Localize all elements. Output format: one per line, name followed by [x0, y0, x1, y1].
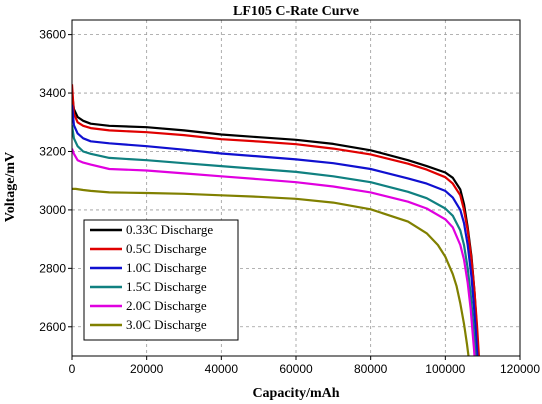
legend: 0.33C Discharge 0.5C Discharge 1.0C Discha…: [83, 219, 239, 341]
legend-box: [83, 219, 239, 341]
y-axis-label: Voltage/mV: [3, 152, 18, 222]
x-tick-label: 80000: [354, 362, 388, 376]
x-axis-label: Capacity/mAh: [252, 386, 339, 401]
legend-label: 1.5C Discharge: [126, 279, 207, 294]
x-tick-label: 0: [69, 362, 76, 376]
series-line-1: [72, 84, 480, 356]
axis-ticks: 0 20000 40000 60000 80000 100000 120000 2600 280…: [39, 28, 540, 376]
y-tick-label: 3000: [39, 203, 66, 217]
series-line-5: [72, 187, 470, 356]
legend-label: 0.33C Discharge: [126, 222, 213, 237]
legend-label: 3.0C Discharge: [126, 317, 207, 332]
series-line-3: [72, 125, 477, 356]
y-tick-label: 2800: [39, 261, 66, 275]
legend-label: 1.0C Discharge: [126, 260, 207, 275]
y-tick-label: 3200: [39, 144, 66, 158]
y-tick-label: 2600: [39, 320, 66, 334]
legend-label: 0.5C Discharge: [126, 241, 207, 256]
y-tick-label: 3400: [39, 86, 66, 100]
x-tick-label: 100000: [425, 362, 465, 376]
x-tick-label: 60000: [279, 362, 313, 376]
x-tick-label: 40000: [205, 362, 239, 376]
plot-lines: [72, 84, 480, 356]
series-line-4: [72, 148, 476, 356]
chart-title: LF105 C-Rate Curve: [233, 4, 359, 19]
x-tick-label: 120000: [500, 362, 540, 376]
x-tick-label: 20000: [130, 362, 164, 376]
series-line-2: [72, 104, 479, 356]
y-tick-label: 3600: [39, 28, 66, 42]
legend-label: 2.0C Discharge: [126, 298, 207, 313]
